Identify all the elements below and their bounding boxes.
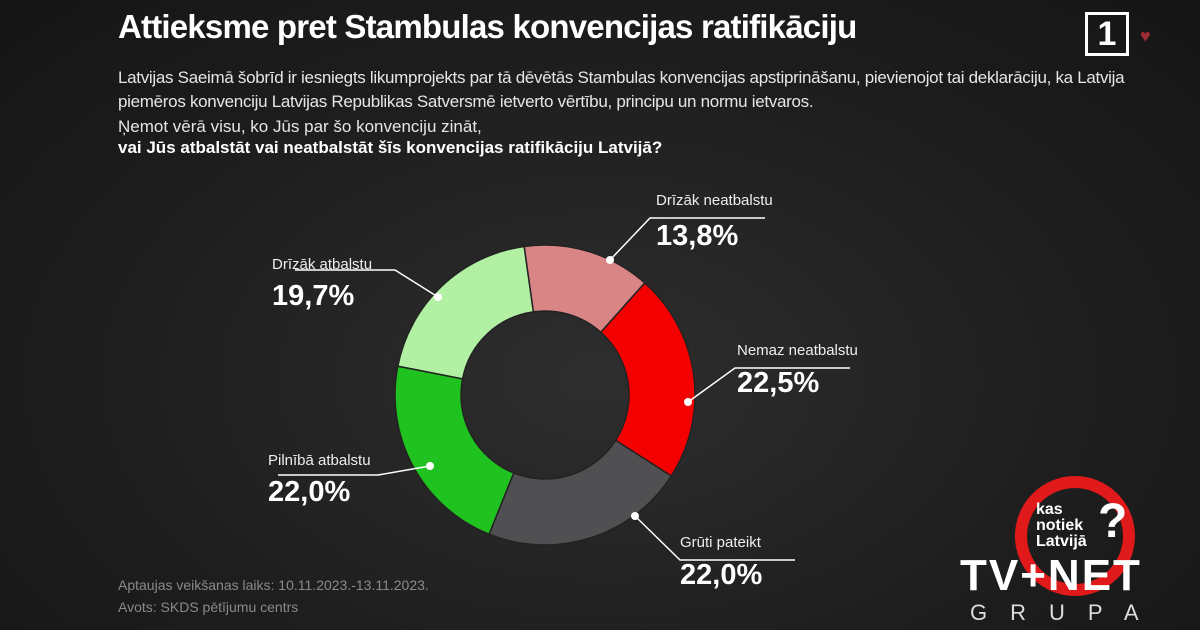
label-slice-2: Grūti pateikt <box>680 534 761 551</box>
leader-line-0 <box>609 217 765 261</box>
label-slice-4: Drīzāk atbalstu <box>272 256 373 273</box>
survey-dates: Aptaujas veikšanas laiks: 10.11.2023.-13… <box>118 577 429 593</box>
donut-slice-1 <box>599 281 696 478</box>
value-slice-2: 22,0% <box>680 559 763 591</box>
leader-dot-0 <box>606 256 614 264</box>
question-mark-logo: ? <box>1098 495 1128 548</box>
description: Latvijas Saeimā šobrīd ir iesniegts liku… <box>118 68 1125 111</box>
value-slice-3: 22,0% <box>268 476 351 508</box>
heart-icon: ♥ <box>1140 26 1151 46</box>
leader-line-4 <box>295 269 439 298</box>
label-slice-3: Pilnībā atbalstu <box>268 452 371 469</box>
kas-notiek-logo-text: kas notiek Latvijā <box>1036 501 1087 550</box>
source: Avots: SKDS pētījumu centrs <box>118 599 299 615</box>
grupa-logo: GRUPA <box>970 600 1162 625</box>
leader-line-1 <box>687 367 850 403</box>
question: vai Jūs atbalstāt vai neatbalstāt šīs ko… <box>118 138 663 157</box>
page-title: Attieksme pret Stambulas konvencijas rat… <box>118 8 857 45</box>
leader-line-3 <box>278 465 431 476</box>
tvnet-logo: TV+NET <box>960 551 1142 600</box>
question-intro: Ņemot vērā visu, ko Jūs par šo konvencij… <box>118 117 482 136</box>
donut-slice-2 <box>488 439 673 546</box>
donut-slice-4 <box>396 245 535 380</box>
value-slice-1: 22,5% <box>737 367 820 399</box>
label-slice-0: Drīzāk neatbalstu <box>656 192 773 209</box>
label-slice-1: Nemaz neatbalstu <box>737 342 858 359</box>
channel-logo: 1 <box>1085 12 1129 56</box>
leader-dot-4 <box>434 293 442 301</box>
leader-line-2 <box>634 515 795 561</box>
leader-dot-2 <box>631 512 639 520</box>
leader-dot-3 <box>426 462 434 470</box>
value-slice-4: 19,7% <box>272 280 355 312</box>
leader-dot-1 <box>684 398 692 406</box>
value-slice-0: 13,8% <box>656 220 739 252</box>
donut-slice-3 <box>394 365 515 536</box>
